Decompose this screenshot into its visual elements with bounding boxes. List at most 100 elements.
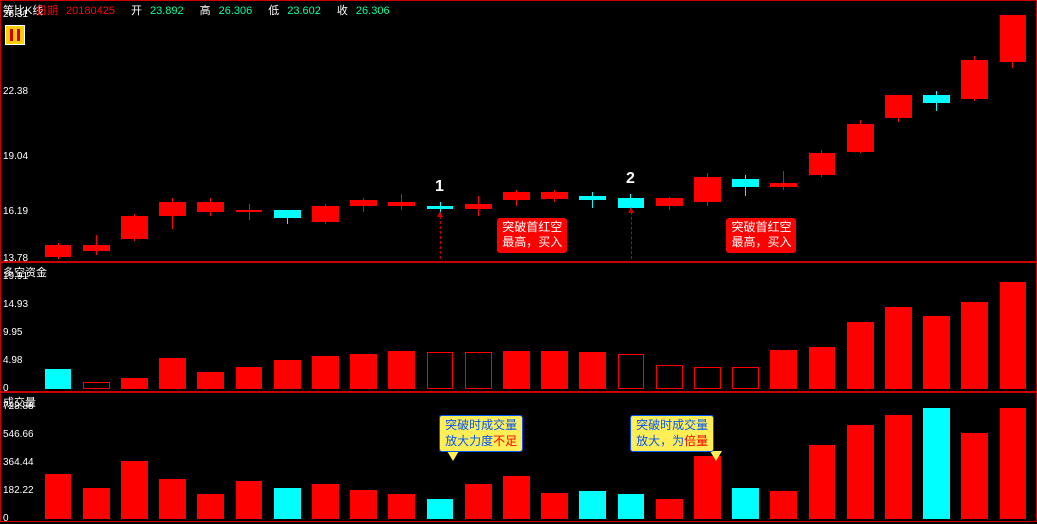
capital-bar xyxy=(121,378,148,389)
capital-bar xyxy=(45,369,72,389)
volume-bar xyxy=(541,493,568,519)
capital-bar xyxy=(83,382,110,389)
capital-bar xyxy=(541,351,568,389)
candle-body xyxy=(465,204,492,209)
ohlc-low: 低23.602 xyxy=(268,5,329,17)
volume-bar xyxy=(197,494,224,519)
ohlc-header: 日期20180425开23.892高26.306低23.602收26.306 xyxy=(36,2,406,18)
volume-bar xyxy=(350,490,377,519)
capital-bar xyxy=(923,316,950,389)
volume-bar xyxy=(923,408,950,519)
candle-body xyxy=(923,95,950,103)
capital-bar xyxy=(159,358,186,389)
candle-body xyxy=(350,200,377,206)
candle-body xyxy=(961,60,988,99)
annot-line: 最高，买入 xyxy=(502,235,562,251)
ytick-label: 14.93 xyxy=(3,299,28,310)
capital-title: 多空资金 xyxy=(3,264,47,280)
volume-bar xyxy=(847,425,874,519)
annot-line: 突破首红空 xyxy=(731,220,791,236)
ohlc-close: 收26.306 xyxy=(337,5,398,17)
capital-bar xyxy=(350,354,377,389)
annot-line: 突破时成交量 xyxy=(445,418,517,434)
chart-marker: 2 xyxy=(626,170,635,188)
volume-bar xyxy=(961,433,988,519)
capital-bar xyxy=(197,372,224,389)
ytick-label: 546.66 xyxy=(3,429,34,440)
candle-body xyxy=(312,206,339,222)
capital-bar xyxy=(809,347,836,389)
candle-body xyxy=(159,202,186,216)
ytick-label: 4.98 xyxy=(3,355,22,366)
candle-body xyxy=(83,245,110,251)
ytick-label: 0 xyxy=(3,513,9,524)
capital-bar xyxy=(618,354,645,389)
volume-bar xyxy=(656,499,683,519)
volume-bar xyxy=(274,488,301,519)
candle-body xyxy=(694,177,721,202)
volume-bar xyxy=(579,491,606,519)
buy-annotation: 突破首红空最高，买入 xyxy=(497,218,567,253)
capital-bar xyxy=(1000,282,1027,389)
volume-bar xyxy=(83,488,110,519)
volume-bar xyxy=(159,479,186,519)
speech-tail-icon xyxy=(710,451,722,461)
volume-annotation: 突破时成交量放大力度不足 xyxy=(439,415,523,452)
capital-bar xyxy=(885,307,912,389)
candle-body xyxy=(732,179,759,187)
annot-line: 放大，为倍量 xyxy=(636,434,708,450)
volume-bar xyxy=(465,484,492,519)
capital-plot xyxy=(39,277,1032,389)
ytick-label: 182.22 xyxy=(3,485,34,496)
capital-panel: 多空资金04.989.9514.9319.91 xyxy=(0,262,1037,392)
candle-wick xyxy=(783,171,784,190)
volume-bar xyxy=(388,494,415,519)
capital-bar xyxy=(656,365,683,389)
candle-body xyxy=(885,95,912,118)
indicator-icon xyxy=(5,25,25,45)
annotation-arrow xyxy=(440,216,441,259)
candle-body xyxy=(427,206,454,209)
ytick-label: 19.04 xyxy=(3,151,28,162)
volume-title: 成交量 xyxy=(3,394,36,410)
candle-body xyxy=(274,210,301,218)
candle-body xyxy=(656,198,683,206)
kline-plot: 12突破首红空最高，买入突破首红空最高，买入 xyxy=(39,15,1032,259)
capital-bar xyxy=(961,302,988,389)
capital-bar xyxy=(503,351,530,389)
ohlc-high: 高26.306 xyxy=(200,5,261,17)
candle-body xyxy=(388,202,415,206)
volume-bar xyxy=(809,445,836,519)
capital-bar xyxy=(694,367,721,390)
volume-bar xyxy=(121,461,148,519)
ohlc-open: 开23.892 xyxy=(131,5,192,17)
candle-body xyxy=(236,210,263,212)
ytick-label: 364.44 xyxy=(3,457,34,468)
volume-bar xyxy=(770,491,797,519)
capital-bar xyxy=(732,367,759,390)
capital-bar xyxy=(770,350,797,389)
capital-bar xyxy=(388,351,415,389)
annot-line: 突破时成交量 xyxy=(636,418,708,434)
volume-bar xyxy=(694,456,721,519)
capital-bar xyxy=(847,322,874,390)
volume-bar xyxy=(732,488,759,519)
buy-annotation: 突破首红空最高，买入 xyxy=(726,218,796,253)
annot-line: 放大力度不足 xyxy=(445,434,517,450)
speech-tail-icon xyxy=(447,451,459,461)
ytick-label: 16.19 xyxy=(3,206,28,217)
volume-annotation: 突破时成交量放大，为倍量 xyxy=(630,415,714,452)
candle-body xyxy=(503,192,530,200)
candle-body xyxy=(45,245,72,257)
chart-marker: 1 xyxy=(435,178,444,196)
candle-body xyxy=(809,153,836,174)
volume-bar xyxy=(312,484,339,519)
volume-panel: 成交量0182.22364.44546.66728.88突破时成交量放大力度不足… xyxy=(0,392,1037,522)
kline-panel: 等比K线日期20180425开23.892高26.306低23.602收26.3… xyxy=(0,0,1037,262)
volume-bar xyxy=(45,474,72,519)
annotation-arrow xyxy=(631,212,632,259)
capital-bar xyxy=(236,367,263,390)
candle-body xyxy=(121,216,148,239)
volume-bar xyxy=(885,415,912,519)
capital-bar xyxy=(274,360,301,389)
